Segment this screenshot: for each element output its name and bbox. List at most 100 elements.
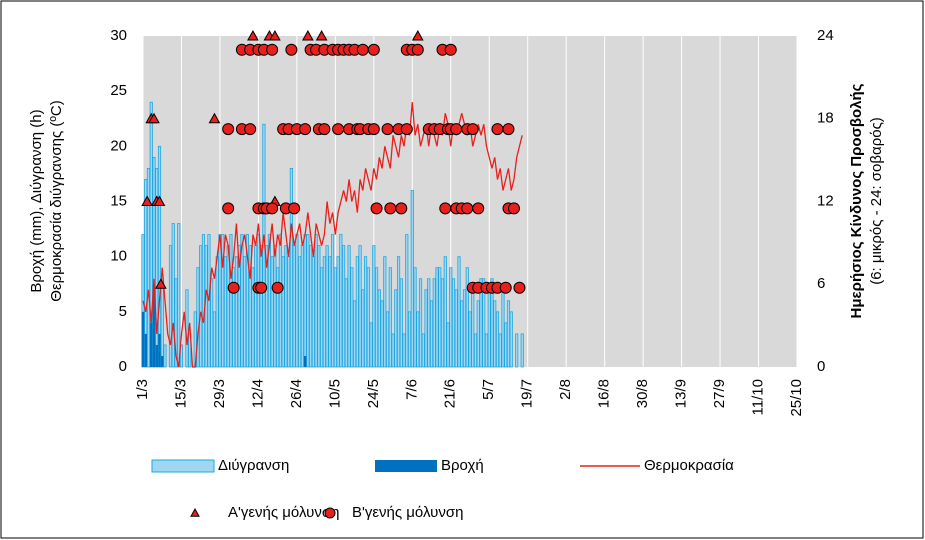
bar bbox=[226, 245, 230, 368]
bar bbox=[407, 311, 412, 368]
bar bbox=[421, 333, 425, 368]
bar bbox=[240, 234, 244, 368]
bar bbox=[158, 333, 161, 367]
bar bbox=[270, 256, 274, 368]
bar bbox=[482, 278, 486, 368]
bar bbox=[311, 256, 315, 368]
bar bbox=[168, 245, 173, 368]
bar bbox=[223, 256, 228, 368]
bar bbox=[267, 234, 271, 368]
circle-marker bbox=[318, 123, 331, 136]
circle-marker bbox=[491, 123, 504, 136]
y2-tick-label: 18 bbox=[817, 110, 834, 127]
circle-marker bbox=[222, 202, 235, 215]
bar bbox=[210, 278, 214, 368]
x-tick-label: 15/3 bbox=[172, 379, 189, 408]
circle-marker bbox=[271, 281, 284, 294]
y-tick-label: 15 bbox=[110, 192, 127, 209]
bar bbox=[141, 311, 145, 367]
triangle-marker bbox=[315, 29, 328, 41]
legend-swatch bbox=[324, 507, 336, 519]
bar bbox=[309, 245, 313, 368]
y-tick-label: 20 bbox=[110, 137, 127, 154]
bar bbox=[281, 256, 285, 368]
bar bbox=[405, 234, 409, 368]
x-tick-label: 1/3 bbox=[134, 379, 151, 400]
bar bbox=[435, 267, 439, 368]
x-tick-label: 29/3 bbox=[211, 379, 228, 408]
legend-label: Διύγρανση bbox=[218, 457, 289, 474]
bar bbox=[460, 300, 464, 368]
bar bbox=[303, 355, 307, 367]
circle-marker bbox=[384, 202, 397, 215]
x-tick-label: 25/10 bbox=[788, 379, 805, 417]
triangle-marker bbox=[148, 112, 160, 124]
y-axis-title: Βροχή (mm), Διύγρανση (h) bbox=[28, 109, 45, 292]
circle-marker bbox=[299, 123, 312, 136]
bar bbox=[520, 333, 524, 368]
bar bbox=[317, 245, 321, 368]
bar bbox=[479, 278, 483, 368]
circle-marker bbox=[411, 43, 424, 56]
circle-marker bbox=[400, 123, 413, 136]
bar bbox=[427, 278, 431, 368]
y2-tick-label: 6 bbox=[817, 275, 825, 292]
bar bbox=[402, 333, 406, 368]
y-axis-title: Θερμοκρασία διύγρανσης (ºC) bbox=[48, 100, 65, 301]
bar bbox=[333, 267, 337, 368]
legend-label: Α'γενής μόλυνση bbox=[228, 504, 339, 521]
bar bbox=[196, 267, 200, 368]
bar bbox=[163, 344, 167, 368]
circle-marker bbox=[461, 202, 474, 215]
triangle-marker bbox=[302, 29, 314, 41]
bar bbox=[256, 234, 260, 368]
bar bbox=[144, 333, 147, 367]
y-tick-label: 30 bbox=[110, 27, 127, 44]
circle-marker bbox=[381, 123, 394, 136]
bar bbox=[388, 267, 392, 368]
bar bbox=[322, 256, 326, 368]
bar bbox=[429, 300, 434, 368]
y-tick-label: 25 bbox=[110, 82, 127, 99]
circle-marker bbox=[444, 43, 457, 56]
circle-marker bbox=[288, 202, 301, 215]
bar bbox=[353, 300, 357, 368]
bar bbox=[199, 245, 203, 368]
bar bbox=[487, 289, 491, 368]
bar bbox=[259, 245, 263, 368]
circle-marker bbox=[466, 123, 479, 136]
y2-axis-title: (6: μικρός - 24: σοβαρός) bbox=[868, 117, 885, 285]
circle-marker bbox=[244, 123, 257, 136]
bar bbox=[504, 322, 508, 368]
bar bbox=[177, 223, 181, 368]
bar bbox=[245, 234, 249, 368]
bar bbox=[342, 245, 346, 368]
x-tick-label: 26/4 bbox=[288, 379, 305, 408]
bar bbox=[498, 333, 502, 368]
y-tick-label: 5 bbox=[119, 303, 127, 320]
bar bbox=[273, 245, 277, 368]
circle-marker bbox=[285, 43, 298, 56]
x-tick-label: 12/4 bbox=[249, 379, 266, 408]
bar bbox=[303, 234, 307, 368]
bar bbox=[155, 344, 158, 367]
bar bbox=[347, 245, 351, 368]
legend-swatch bbox=[190, 507, 200, 517]
circle-marker bbox=[370, 202, 383, 215]
bar bbox=[298, 256, 302, 368]
bar bbox=[364, 256, 368, 368]
bar bbox=[146, 167, 151, 368]
bar bbox=[355, 256, 359, 368]
bar bbox=[152, 289, 156, 367]
bar bbox=[160, 278, 164, 368]
x-tick-label: 24/5 bbox=[365, 379, 382, 408]
circle-marker bbox=[266, 43, 279, 56]
circle-marker bbox=[513, 281, 526, 294]
bar bbox=[449, 267, 453, 368]
triangle-marker bbox=[208, 112, 221, 124]
circle-marker bbox=[499, 281, 512, 294]
bar bbox=[254, 245, 258, 368]
bar bbox=[358, 245, 362, 368]
legend-swatch bbox=[375, 460, 437, 472]
